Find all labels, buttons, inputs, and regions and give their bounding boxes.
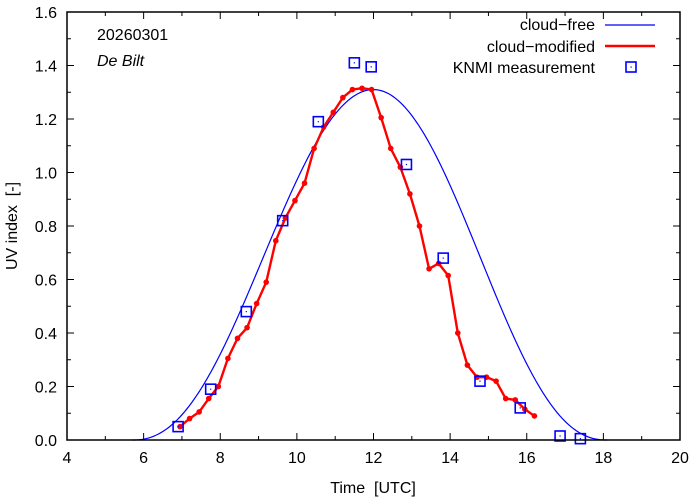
y-tick-label: 0.4 [35, 326, 57, 343]
knmi-measurement-point [312, 115, 325, 128]
x-tick-label: 18 [594, 450, 612, 467]
knmi-measurement-point [365, 61, 378, 73]
cloud-modified-point [244, 324, 250, 331]
y-tick-label: 1.6 [35, 5, 57, 22]
x-tick-label: 6 [139, 450, 148, 467]
x-tick-label: 20 [671, 450, 689, 467]
cloud-modified-point [311, 145, 317, 152]
knmi-measurement-point [240, 305, 253, 318]
cloud-modified-point [234, 335, 241, 342]
knmi-measurement-point [554, 430, 566, 442]
cloud-modified-point [387, 145, 394, 152]
x-tick-label: 10 [288, 450, 306, 467]
y-tick-labels: 0.0 0.2 0.4 0.6 0.8 1.0 1.2 1.4 1.6 [35, 5, 57, 450]
cloud-modified-point [426, 266, 432, 272]
cloud-modified-point [263, 279, 270, 285]
knmi-measurement-point [172, 420, 184, 433]
cloud-modified-point [531, 413, 538, 419]
cloud-free-line [132, 88, 608, 441]
legend-label-cloud-free: cloud−free [520, 17, 595, 34]
cloud-modified-point [512, 397, 519, 403]
knmi-measurement-point [400, 158, 413, 171]
cloud-modified-point [340, 94, 346, 101]
location-annotation: De Bilt [97, 53, 145, 70]
cloud-modified-point [292, 197, 298, 204]
cloud-modified-point [301, 180, 308, 186]
x-tick-label: 12 [365, 450, 383, 467]
cloud-modified-point [454, 330, 461, 336]
cloud-modified-point [349, 86, 356, 93]
knmi-measurement-point [574, 432, 587, 445]
legend: cloud−free cloud−modified KNMI measureme… [453, 17, 655, 77]
x-tick-label: 8 [216, 450, 225, 467]
cloud-modified-point [177, 423, 183, 430]
cloud-modified-point [225, 355, 231, 362]
knmi-measurement-point [514, 402, 527, 414]
cloud-modified-point [282, 215, 289, 221]
x-tick-label: 14 [441, 450, 459, 467]
cloud-modified-point [215, 383, 222, 390]
cloud-modified-point [416, 223, 423, 229]
x-tick-label: 16 [518, 450, 536, 467]
y-tick-label: 0.0 [35, 433, 57, 450]
legend-label-cloud-modified: cloud−modified [487, 39, 595, 56]
x-tick-labels: 4 6 8 10 12 14 16 18 20 [63, 450, 689, 467]
knmi-measurement-point [474, 375, 486, 387]
x-axis-title: Time [UTC] [330, 480, 416, 497]
legend-swatch-knmi [625, 61, 637, 73]
legend-label-knmi: KNMI measurement [453, 60, 596, 77]
date-annotation: 20260301 [97, 27, 168, 44]
y-tick-label: 1.0 [35, 166, 57, 183]
series-layer [132, 57, 608, 445]
knmi-measurement-point [437, 252, 450, 264]
plot-frame [66, 11, 681, 441]
cloud-modified-point [253, 300, 260, 307]
cloud-modified-point [368, 86, 375, 93]
cloud-modified-point [445, 272, 452, 279]
knmi-measurement-point [276, 214, 289, 227]
cloud-modified-point [493, 378, 499, 384]
y-tick-label: 1.2 [35, 112, 57, 129]
knmi-measurement-point [204, 383, 217, 395]
cloud-modified-point [407, 191, 413, 197]
cloud-modified-point [196, 409, 202, 415]
cloud-modified-point [186, 415, 193, 422]
x-tick-label: 4 [63, 450, 72, 467]
y-tick-label: 0.8 [35, 219, 57, 236]
y-tick-label: 0.6 [35, 273, 57, 290]
y-tick-label: 0.2 [35, 380, 57, 397]
cloud-modified-point [359, 85, 365, 92]
cloud-modified-point [378, 114, 384, 121]
cloud-modified-point [205, 395, 212, 402]
cloud-modified-point [330, 109, 337, 116]
knmi-measurement-point [348, 57, 361, 69]
y-axis-title: UV index [-] [4, 182, 21, 270]
cloud-modified-point [273, 237, 279, 244]
cloud-modified-point [502, 395, 509, 402]
cloud-modified-point [464, 362, 471, 368]
y-tick-label: 1.4 [35, 59, 57, 76]
